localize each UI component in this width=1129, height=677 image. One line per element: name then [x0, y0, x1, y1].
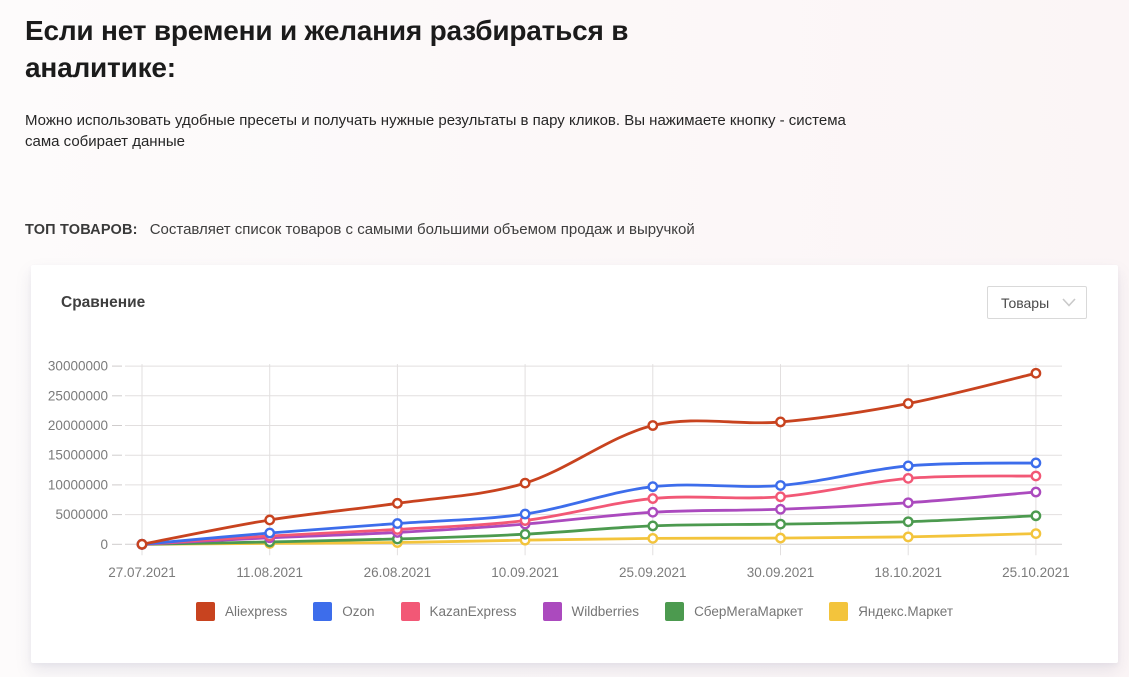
chart-area: 0 5000000 10000000 15000000 20000000 25000000… — [40, 353, 1118, 588]
page-subtitle: Можно использовать удобные пресеты и пол… — [25, 112, 846, 150]
legend-item-Ozon: Ozon — [313, 602, 375, 621]
legend-item-Aliexpress: Aliexpress — [195, 602, 288, 621]
data-point-СберМегаМаркет — [775, 518, 786, 530]
data-point-Aliexpress — [391, 497, 403, 509]
x-axis-label: 30.09.2021 — [747, 565, 815, 580]
legend-swatch-icon — [195, 602, 215, 621]
y-axis-label: 30000000 — [48, 359, 108, 374]
legend-label: Wildberries — [571, 604, 640, 619]
series-line-Ozon — [140, 461, 1038, 546]
data-point-Aliexpress — [775, 416, 786, 428]
legend-item-Wildberries: Wildberries — [542, 602, 640, 621]
data-point-Яндекс.Маркет — [902, 531, 914, 543]
data-point-Ozon — [391, 518, 403, 529]
x-axis-label: 11.08.2021 — [236, 565, 303, 580]
data-point-Ozon — [264, 527, 276, 539]
data-point-Aliexpress — [519, 477, 531, 489]
data-point-KazanExpress — [775, 491, 786, 503]
series-line-KazanExpress — [140, 474, 1038, 546]
x-axis-label: 27.07.2021 — [108, 565, 176, 580]
legend-swatch-icon — [313, 602, 333, 621]
metric-dropdown-value: Товары — [1001, 294, 1050, 311]
y-axis-label: 25000000 — [48, 388, 108, 403]
legend-label: KazanExpress — [429, 604, 517, 619]
page-title: Если нет времени и желания разбираться в… — [25, 15, 629, 83]
data-point-KazanExpress — [1030, 470, 1042, 482]
data-point-KazanExpress — [902, 472, 914, 484]
data-point-Ozon — [775, 480, 786, 491]
legend-item-Яндекс.Маркет: Яндекс.Маркет — [829, 602, 953, 621]
legend-label: Ozon — [342, 604, 375, 619]
preset-row: ТОП ТОВАРОВ: Составляет список товаров с … — [25, 221, 925, 238]
data-point-Aliexpress — [902, 398, 914, 409]
legend-item-KazanExpress: KazanExpress — [400, 602, 517, 621]
data-point-СберМегаМаркет — [519, 528, 531, 540]
chevron-down-icon — [1062, 298, 1076, 307]
x-axis-label: 25.09.2021 — [619, 565, 687, 580]
data-point-Wildberries — [647, 506, 659, 518]
data-point-Wildberries — [775, 503, 786, 515]
series-line-Яндекс.Маркет — [140, 532, 1038, 546]
data-point-Ozon — [519, 508, 531, 520]
legend-label: Aliexpress — [224, 604, 288, 619]
legend-swatch-icon — [400, 602, 420, 621]
series-line-СберМегаМаркет — [140, 514, 1038, 546]
comparison-chart: 0 5000000 10000000 15000000 20000000 25000000… — [48, 359, 1070, 580]
series-line-Wildberries — [140, 490, 1038, 546]
card-title: Сравнение — [61, 294, 146, 311]
y-axis-label: 5000000 — [55, 507, 108, 522]
legend-swatch-icon — [665, 602, 685, 621]
y-axis-label: 20000000 — [48, 418, 108, 433]
comparison-card: Сравнение Товары 0 5000000 10000000 1500000… — [31, 265, 1118, 663]
preset-label: ТОП ТОВАРОВ: — [25, 222, 138, 238]
legend-label: СберМегаМаркет — [694, 604, 804, 619]
data-point-Ozon — [902, 460, 914, 472]
metric-dropdown[interactable]: Товары — [987, 286, 1087, 319]
y-axis-label: 15000000 — [48, 448, 108, 463]
legend-swatch-icon — [829, 602, 849, 621]
data-point-Aliexpress — [647, 420, 659, 431]
legend-item-СберМегаМаркет: СберМегаМаркет — [665, 602, 803, 621]
x-axis-label: 26.08.2021 — [364, 565, 432, 580]
x-axis-label: 25.10.2021 — [1002, 565, 1070, 580]
y-axis-label: 10000000 — [48, 477, 108, 492]
y-axis-label: 0 — [100, 537, 108, 552]
data-point-Яндекс.Маркет — [775, 532, 786, 544]
data-point-Wildberries — [1030, 486, 1042, 498]
legend-swatch-icon — [542, 602, 562, 621]
x-axis-label: 18.10.2021 — [874, 565, 942, 580]
x-axis-label: 10.09.2021 — [491, 565, 559, 580]
chart-legend: Aliexpress Ozon KazanExpress Wildberries Сбе… — [31, 602, 1118, 621]
data-point-СберМегаМаркет — [647, 520, 659, 532]
data-point-Яндекс.Маркет — [647, 532, 659, 544]
data-point-Aliexpress — [264, 514, 276, 526]
legend-label: Яндекс.Маркет — [858, 604, 954, 619]
data-point-Яндекс.Маркет — [1030, 528, 1042, 540]
data-point-Ozon — [647, 481, 659, 493]
series-line-Aliexpress — [140, 371, 1038, 546]
data-point-Aliexpress — [1030, 367, 1042, 379]
preset-description: Составляет список товаров с самыми больш… — [149, 221, 695, 238]
data-point-СберМегаМаркет — [902, 516, 914, 528]
data-point-Ozon — [1030, 457, 1042, 469]
data-point-KazanExpress — [647, 493, 659, 504]
data-point-Aliexpress — [136, 538, 148, 550]
data-point-СберМегаМаркет — [1030, 510, 1042, 522]
data-point-Wildberries — [902, 497, 914, 509]
